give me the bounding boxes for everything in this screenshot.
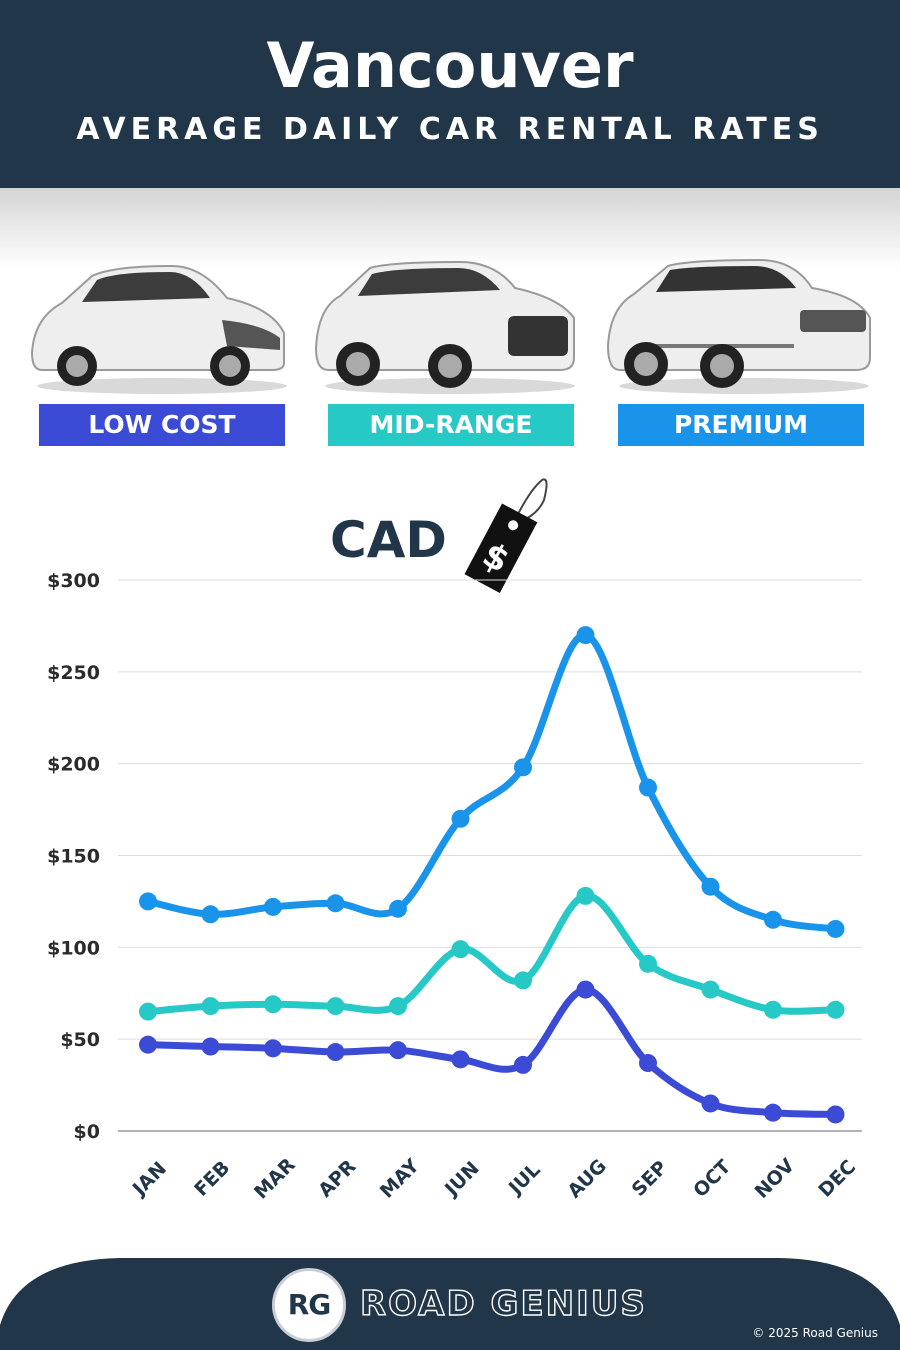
hatchback-car-image xyxy=(22,258,292,398)
data-point-mid-range xyxy=(451,940,470,959)
data-point-premium xyxy=(139,892,157,911)
data-point-mid-range xyxy=(514,971,532,990)
road-genius-logo: RG xyxy=(272,1268,346,1342)
badge-mid-range: MID-RANGE xyxy=(328,404,574,446)
data-point-premium xyxy=(389,899,407,918)
footer-banner xyxy=(0,1230,900,1350)
data-point-premium xyxy=(264,897,282,916)
x-tick-label: OCT xyxy=(689,1156,735,1202)
data-point-premium xyxy=(326,894,345,913)
rental-rate-line-chart: $0 $50 $100 $150 $200 $250 $300 JAN FEB MAR APR MA… xyxy=(47,570,862,1204)
header-banner: Vancouver AVERAGE DAILY CAR RENTAL RATES xyxy=(0,0,900,188)
x-tick-label: MAR xyxy=(250,1154,300,1204)
series-line-low-cost xyxy=(144,986,839,1118)
data-point-premium xyxy=(826,919,845,938)
x-tick-label: APR xyxy=(314,1155,360,1201)
data-point-premium xyxy=(201,905,220,924)
data-point-premium xyxy=(514,758,532,777)
y-tick-label: $200 xyxy=(47,754,100,776)
data-point-mid-range xyxy=(201,997,220,1016)
data-point-mid-range xyxy=(639,954,657,973)
copyright-text: © 2025 Road Genius xyxy=(752,1326,878,1340)
data-point-mid-range xyxy=(764,1000,782,1019)
data-point-low-cost xyxy=(701,1094,720,1113)
currency-label: CAD xyxy=(330,511,447,569)
series-low-cost xyxy=(139,980,845,1124)
chart-grid xyxy=(118,579,862,1132)
header-shadow xyxy=(0,188,900,268)
chart-series xyxy=(139,626,845,1124)
data-point-mid-range xyxy=(701,980,720,999)
data-point-mid-range xyxy=(139,1002,157,1021)
data-point-low-cost xyxy=(576,980,595,999)
data-point-low-cost xyxy=(514,1055,532,1074)
price-tag-dollar-icon: $ xyxy=(450,470,550,610)
data-point-premium xyxy=(576,626,595,645)
y-axis-ticks: $0 $50 $100 $150 $200 $250 $300 xyxy=(47,570,100,1143)
data-point-premium xyxy=(764,910,782,929)
y-tick-label: $300 xyxy=(47,570,100,592)
page-subtitle: AVERAGE DAILY CAR RENTAL RATES xyxy=(76,112,824,147)
x-tick-label: JAN xyxy=(127,1158,171,1202)
data-point-low-cost xyxy=(389,1041,407,1060)
data-point-mid-range xyxy=(826,1000,845,1019)
data-point-low-cost xyxy=(264,1039,282,1058)
data-point-low-cost xyxy=(201,1037,220,1056)
x-axis-ticks: JAN FEB MAR APR MAY JUN JUL AUG SEP OCT NOV DEC xyxy=(127,1154,860,1204)
premium-suv-car-image xyxy=(604,258,874,398)
y-tick-label: $100 xyxy=(47,937,100,959)
data-point-mid-range xyxy=(326,997,345,1016)
x-tick-label: FEB xyxy=(190,1157,234,1201)
y-tick-label: $250 xyxy=(47,662,100,684)
y-tick-label: $0 xyxy=(74,1121,100,1143)
x-tick-label: JUN xyxy=(439,1157,483,1201)
badge-low-cost: LOW COST xyxy=(39,404,285,446)
data-point-premium xyxy=(639,778,657,797)
data-point-low-cost xyxy=(326,1043,345,1062)
data-point-premium xyxy=(451,809,470,828)
data-point-mid-range xyxy=(264,995,282,1014)
data-point-low-cost xyxy=(826,1105,845,1124)
page-title: Vancouver xyxy=(266,29,634,102)
x-tick-label: DEC xyxy=(814,1156,860,1202)
badge-premium: PREMIUM xyxy=(618,404,864,446)
data-point-low-cost xyxy=(764,1103,782,1122)
series-line-premium xyxy=(144,631,839,933)
brand-name: ROAD GENIUS xyxy=(359,1283,647,1324)
data-point-low-cost xyxy=(639,1054,657,1073)
y-tick-label: $150 xyxy=(47,846,100,868)
x-tick-label: AUG xyxy=(564,1155,611,1202)
series-premium xyxy=(139,626,845,938)
data-point-mid-range xyxy=(576,886,595,905)
series-mid-range xyxy=(139,886,845,1021)
x-tick-label: SEP xyxy=(628,1157,672,1201)
data-point-low-cost xyxy=(139,1035,157,1054)
x-tick-label: MAY xyxy=(376,1155,424,1203)
y-tick-label: $50 xyxy=(60,1029,100,1051)
x-tick-label: JUL xyxy=(503,1159,544,1200)
data-point-premium xyxy=(701,877,720,896)
suv-car-image xyxy=(310,258,580,398)
x-tick-label: NOV xyxy=(751,1154,799,1202)
data-point-mid-range xyxy=(389,997,407,1016)
data-point-low-cost xyxy=(451,1050,470,1069)
